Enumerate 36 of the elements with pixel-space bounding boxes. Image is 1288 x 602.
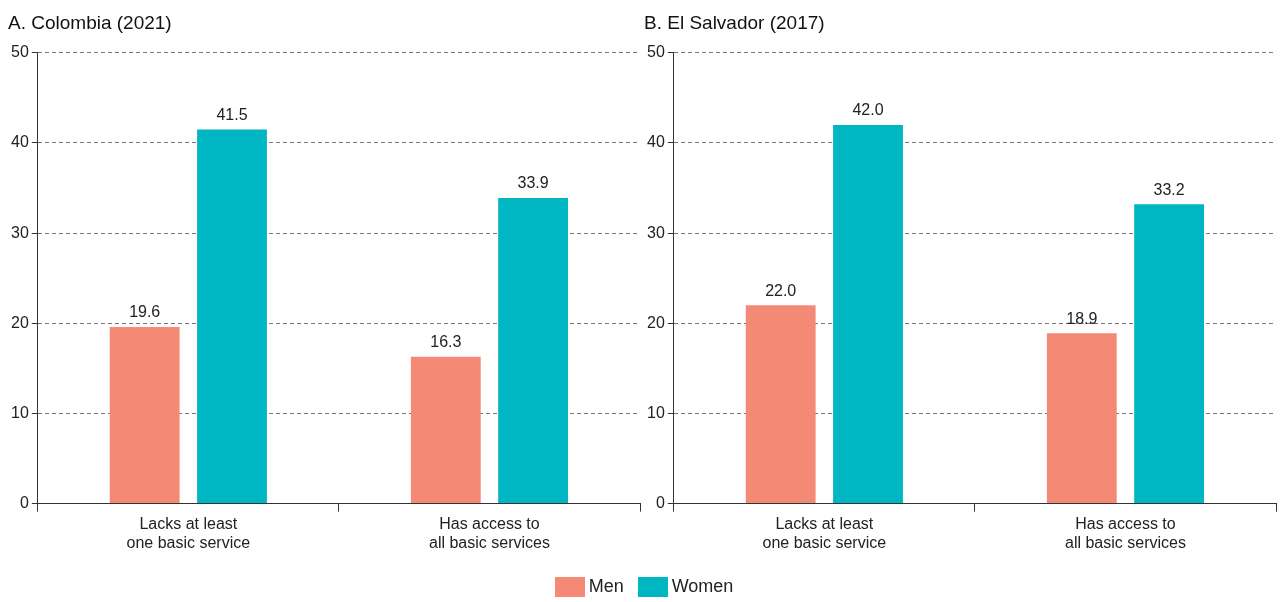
chart-title: B. El Salvador (2017) — [644, 11, 825, 33]
y-tick-label: 10 — [647, 403, 665, 421]
x-tick-label: Lacks at least one basic service — [126, 514, 251, 551]
bar — [498, 197, 569, 504]
bar — [1046, 333, 1117, 504]
data-label: 16.3 — [430, 333, 462, 351]
chart-title: A. Colombia (2021) — [8, 11, 172, 33]
data-label: 33.9 — [517, 174, 549, 192]
data-label: 41.5 — [216, 105, 248, 123]
data-label: 42.0 — [852, 101, 884, 119]
x-tick-label: Has access to all basic services — [428, 514, 550, 551]
bar — [109, 326, 180, 504]
legend-label: Women — [671, 576, 734, 597]
y-tick-label: 40 — [647, 133, 665, 151]
y-tick-label: 0 — [19, 494, 29, 512]
bar — [197, 129, 267, 504]
bar — [745, 305, 816, 504]
x-tick-label: Lacks at least one basic service — [762, 514, 887, 551]
data-label: 22.0 — [765, 281, 797, 299]
data-label: 19.6 — [129, 303, 161, 321]
y-tick-label: 0 — [655, 494, 665, 512]
y-tick-label: 10 — [11, 403, 29, 421]
y-tick-label: 50 — [647, 43, 665, 61]
bar — [1134, 204, 1205, 504]
y-tick-label: 30 — [647, 223, 665, 241]
data-label: 18.9 — [1066, 309, 1098, 327]
y-tick-label: 50 — [11, 43, 29, 61]
y-tick-label: 20 — [11, 313, 29, 331]
data-label: 33.2 — [1153, 180, 1185, 198]
bar — [833, 124, 903, 504]
x-tick-label: Has access to all basic services — [1064, 514, 1186, 551]
y-tick-label: 40 — [11, 133, 29, 151]
legend-label: Men — [588, 576, 624, 597]
bar — [410, 356, 481, 504]
y-tick-label: 20 — [647, 313, 665, 331]
y-tick-label: 30 — [11, 223, 29, 241]
